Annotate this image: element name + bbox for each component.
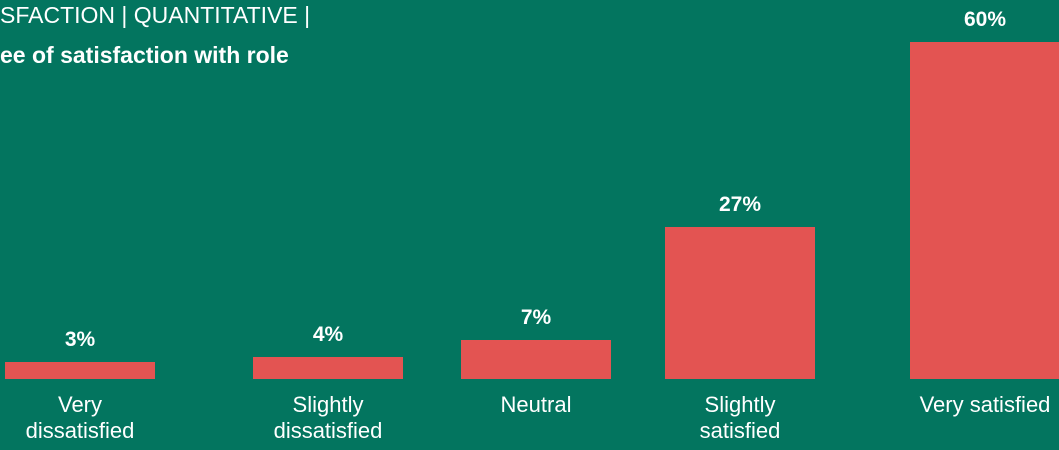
value-label: 27%	[718, 193, 762, 217]
bar	[910, 41, 1059, 379]
bar	[253, 356, 403, 379]
bar	[665, 227, 815, 379]
bar	[461, 339, 611, 379]
value-label: 4%	[312, 322, 344, 346]
category-label: Slightly satisfied	[699, 392, 781, 443]
value-label: 3%	[64, 328, 96, 352]
chart-subtitle: ee of satisfaction with role	[0, 42, 289, 68]
category-label: Very dissatisfied	[25, 392, 135, 443]
value-label: 7%	[520, 305, 552, 329]
chart-title: SFACTION | QUANTITATIVE |	[0, 2, 311, 28]
value-label: 60%	[963, 7, 1007, 31]
category-label: Slightly dissatisfied	[273, 392, 383, 443]
category-label: Neutral	[500, 392, 572, 417]
category-label: Very satisfied	[919, 392, 1051, 417]
bar	[5, 362, 155, 379]
